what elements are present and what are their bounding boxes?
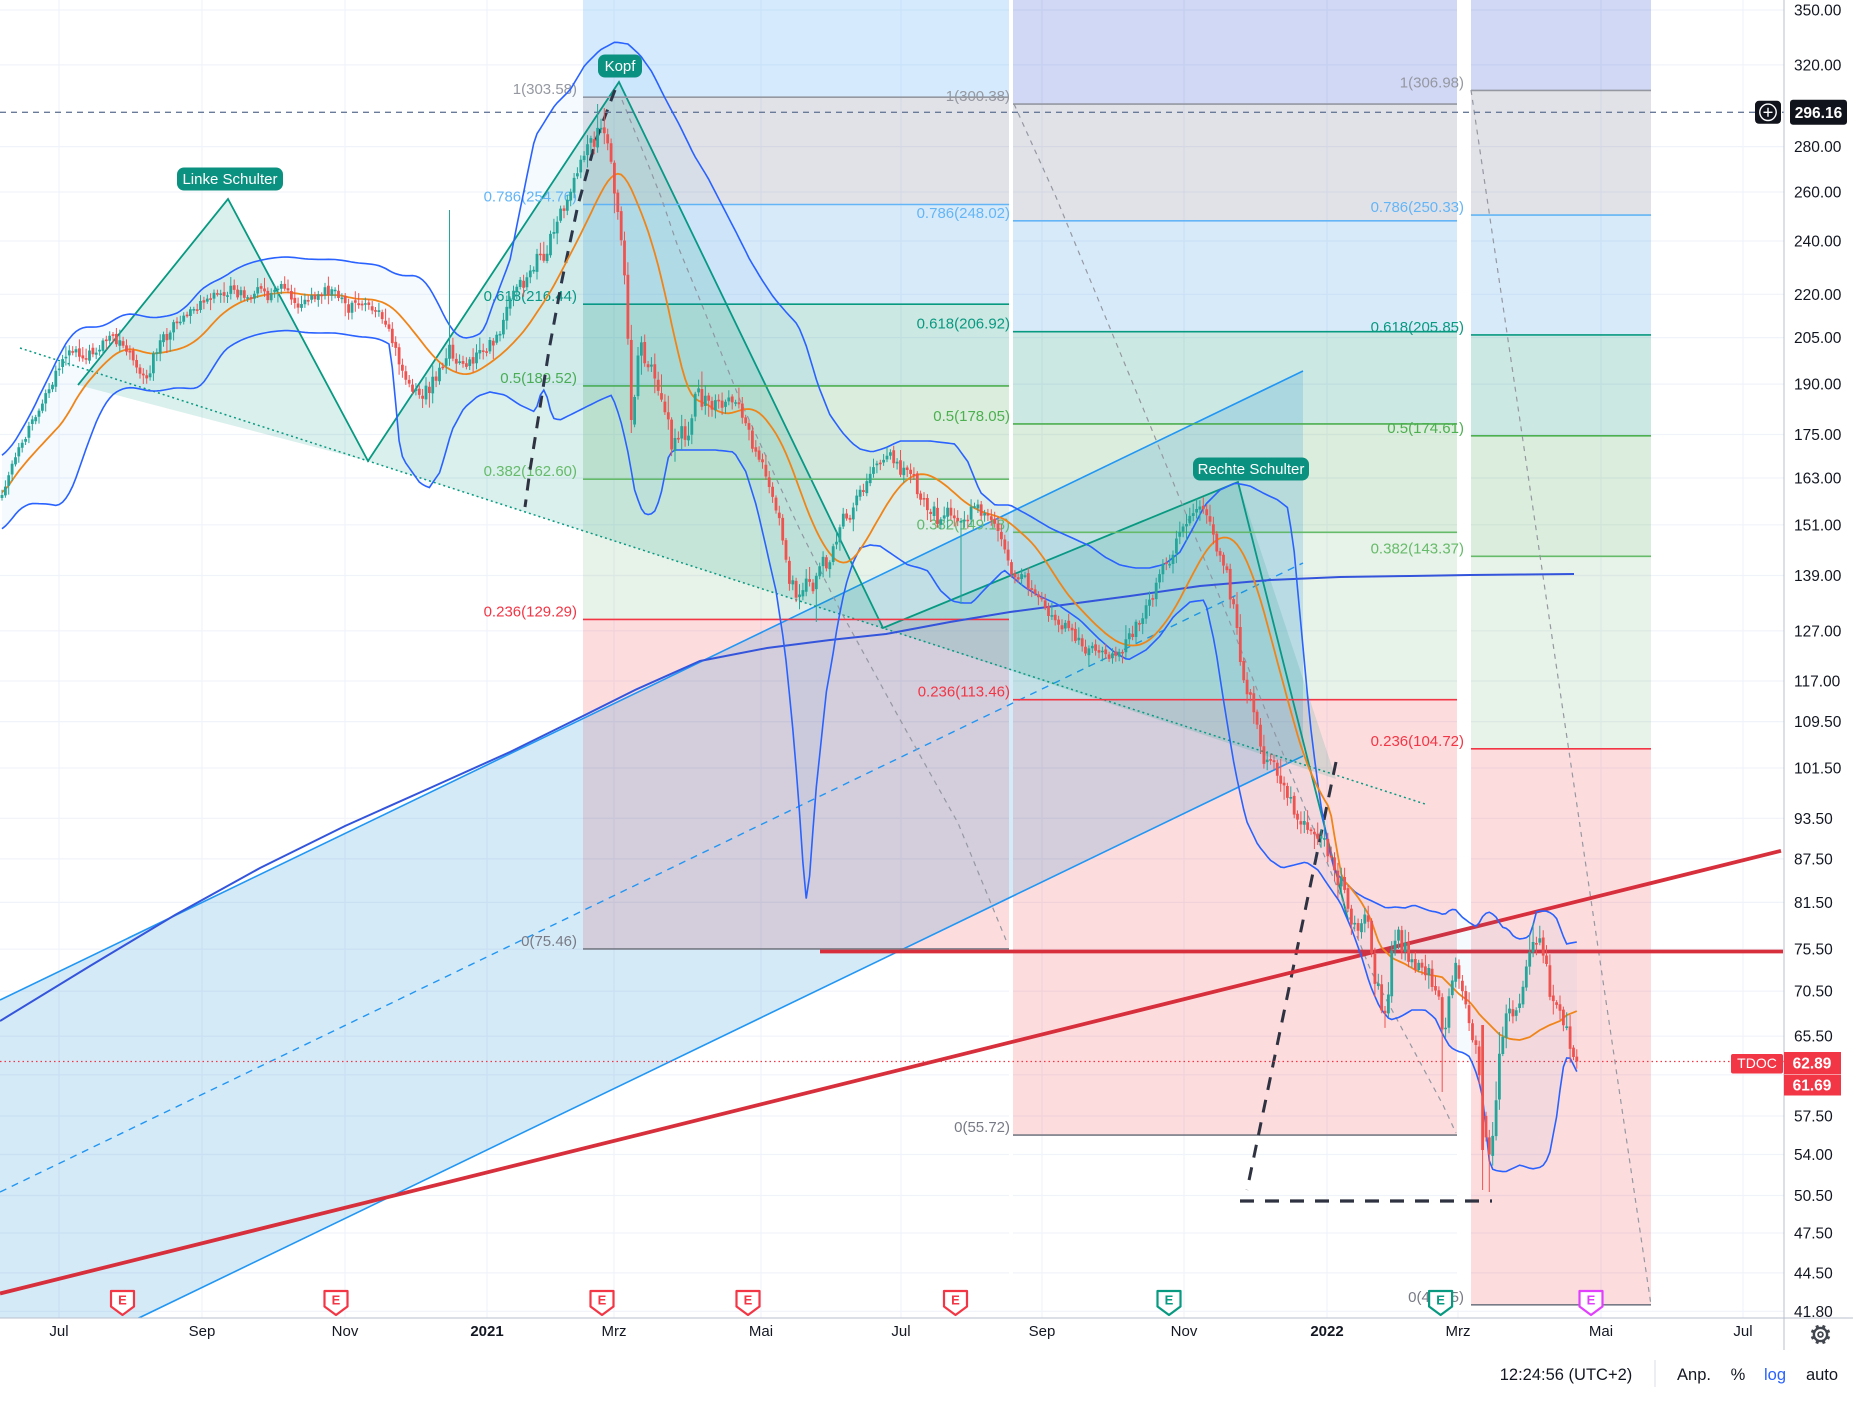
svg-text:109.50: 109.50 bbox=[1794, 714, 1842, 731]
svg-text:101.50: 101.50 bbox=[1794, 761, 1842, 778]
svg-text:E: E bbox=[598, 1293, 607, 1308]
svg-text:139.00: 139.00 bbox=[1794, 568, 1842, 585]
svg-text:Sep: Sep bbox=[189, 1323, 216, 1340]
svg-text:0.236(104.72): 0.236(104.72) bbox=[1371, 733, 1464, 750]
svg-text:320.00: 320.00 bbox=[1794, 57, 1842, 74]
svg-text:163.00: 163.00 bbox=[1794, 471, 1842, 488]
svg-text:205.00: 205.00 bbox=[1794, 330, 1842, 347]
svg-text:Jul: Jul bbox=[891, 1323, 910, 1340]
svg-text:87.50: 87.50 bbox=[1794, 851, 1833, 868]
svg-text:54.00: 54.00 bbox=[1794, 1147, 1833, 1164]
svg-text:Nov: Nov bbox=[332, 1323, 359, 1340]
svg-text:1(303.58): 1(303.58) bbox=[513, 81, 577, 98]
svg-text:0(75.46): 0(75.46) bbox=[521, 933, 577, 950]
svg-text:Rechte Schulter: Rechte Schulter bbox=[1198, 461, 1305, 478]
svg-text:E: E bbox=[951, 1293, 960, 1308]
svg-text:0.5(174.61): 0.5(174.61) bbox=[1387, 420, 1464, 437]
svg-text:Mai: Mai bbox=[749, 1323, 773, 1340]
svg-text:Jul: Jul bbox=[49, 1323, 68, 1340]
svg-text:auto: auto bbox=[1806, 1366, 1838, 1384]
svg-text:0.618(205.85): 0.618(205.85) bbox=[1371, 319, 1464, 336]
svg-text:0.786(248.02): 0.786(248.02) bbox=[917, 205, 1010, 222]
svg-text:62.89: 62.89 bbox=[1793, 1056, 1832, 1073]
svg-text:50.50: 50.50 bbox=[1794, 1188, 1833, 1205]
svg-text:log: log bbox=[1764, 1366, 1786, 1384]
svg-text:Nov: Nov bbox=[1171, 1323, 1198, 1340]
svg-text:65.50: 65.50 bbox=[1794, 1029, 1833, 1046]
svg-text:57.50: 57.50 bbox=[1794, 1109, 1833, 1126]
svg-text:E: E bbox=[332, 1293, 341, 1308]
svg-text:0.382(143.37): 0.382(143.37) bbox=[1371, 540, 1464, 557]
svg-text:0.382(162.60): 0.382(162.60) bbox=[484, 463, 577, 480]
svg-text:2021: 2021 bbox=[470, 1323, 503, 1340]
svg-text:240.00: 240.00 bbox=[1794, 234, 1842, 251]
svg-text:70.50: 70.50 bbox=[1794, 984, 1833, 1001]
svg-text:Linke Schulter: Linke Schulter bbox=[182, 171, 277, 188]
svg-text:Jul: Jul bbox=[1733, 1323, 1752, 1340]
svg-text:151.00: 151.00 bbox=[1794, 517, 1842, 534]
svg-text:260.00: 260.00 bbox=[1794, 185, 1842, 202]
svg-text:0.236(129.29): 0.236(129.29) bbox=[484, 603, 577, 620]
svg-text:E: E bbox=[1165, 1293, 1174, 1308]
svg-text:81.50: 81.50 bbox=[1794, 895, 1833, 912]
svg-text:280.00: 280.00 bbox=[1794, 139, 1842, 156]
svg-text:190.00: 190.00 bbox=[1794, 377, 1842, 394]
svg-text:44.50: 44.50 bbox=[1794, 1265, 1833, 1282]
svg-text:47.50: 47.50 bbox=[1794, 1226, 1833, 1243]
svg-text:61.69: 61.69 bbox=[1793, 1078, 1832, 1095]
svg-text:TDOC: TDOC bbox=[1737, 1055, 1777, 1071]
svg-text:117.00: 117.00 bbox=[1794, 674, 1841, 691]
svg-text:Mai: Mai bbox=[1589, 1323, 1613, 1340]
svg-text:Anp.: Anp. bbox=[1677, 1366, 1711, 1384]
svg-text:1(306.98): 1(306.98) bbox=[1400, 74, 1464, 91]
svg-text:Kopf: Kopf bbox=[605, 58, 637, 75]
svg-text:Sep: Sep bbox=[1029, 1323, 1056, 1340]
svg-text:0.786(254.76): 0.786(254.76) bbox=[484, 189, 577, 206]
svg-text:0.236(113.46): 0.236(113.46) bbox=[918, 684, 1010, 701]
svg-text:%: % bbox=[1731, 1366, 1746, 1384]
svg-text:E: E bbox=[1587, 1293, 1596, 1308]
svg-text:0.5(178.05): 0.5(178.05) bbox=[933, 408, 1010, 425]
svg-text:75.50: 75.50 bbox=[1794, 942, 1833, 959]
svg-text:12:24:56 (UTC+2): 12:24:56 (UTC+2) bbox=[1500, 1366, 1633, 1384]
svg-text:Mrz: Mrz bbox=[602, 1323, 627, 1340]
svg-text:296.16: 296.16 bbox=[1795, 105, 1843, 122]
svg-text:350.00: 350.00 bbox=[1794, 3, 1842, 20]
svg-text:E: E bbox=[744, 1293, 753, 1308]
svg-text:0.5(189.52): 0.5(189.52) bbox=[500, 370, 577, 387]
svg-text:0(55.72): 0(55.72) bbox=[954, 1119, 1010, 1136]
svg-text:1(300.38): 1(300.38) bbox=[946, 88, 1010, 105]
svg-text:2022: 2022 bbox=[1310, 1323, 1343, 1340]
svg-text:0.618(206.92): 0.618(206.92) bbox=[917, 316, 1010, 333]
svg-text:E: E bbox=[118, 1293, 127, 1308]
svg-text:Mrz: Mrz bbox=[1446, 1323, 1471, 1340]
svg-text:E: E bbox=[1436, 1293, 1445, 1308]
svg-text:175.00: 175.00 bbox=[1794, 427, 1842, 444]
svg-text:0.786(250.33): 0.786(250.33) bbox=[1371, 199, 1464, 216]
svg-text:41.80: 41.80 bbox=[1794, 1304, 1833, 1321]
svg-text:93.50: 93.50 bbox=[1794, 811, 1833, 828]
svg-text:127.00: 127.00 bbox=[1794, 623, 1842, 640]
svg-text:220.00: 220.00 bbox=[1794, 287, 1842, 304]
